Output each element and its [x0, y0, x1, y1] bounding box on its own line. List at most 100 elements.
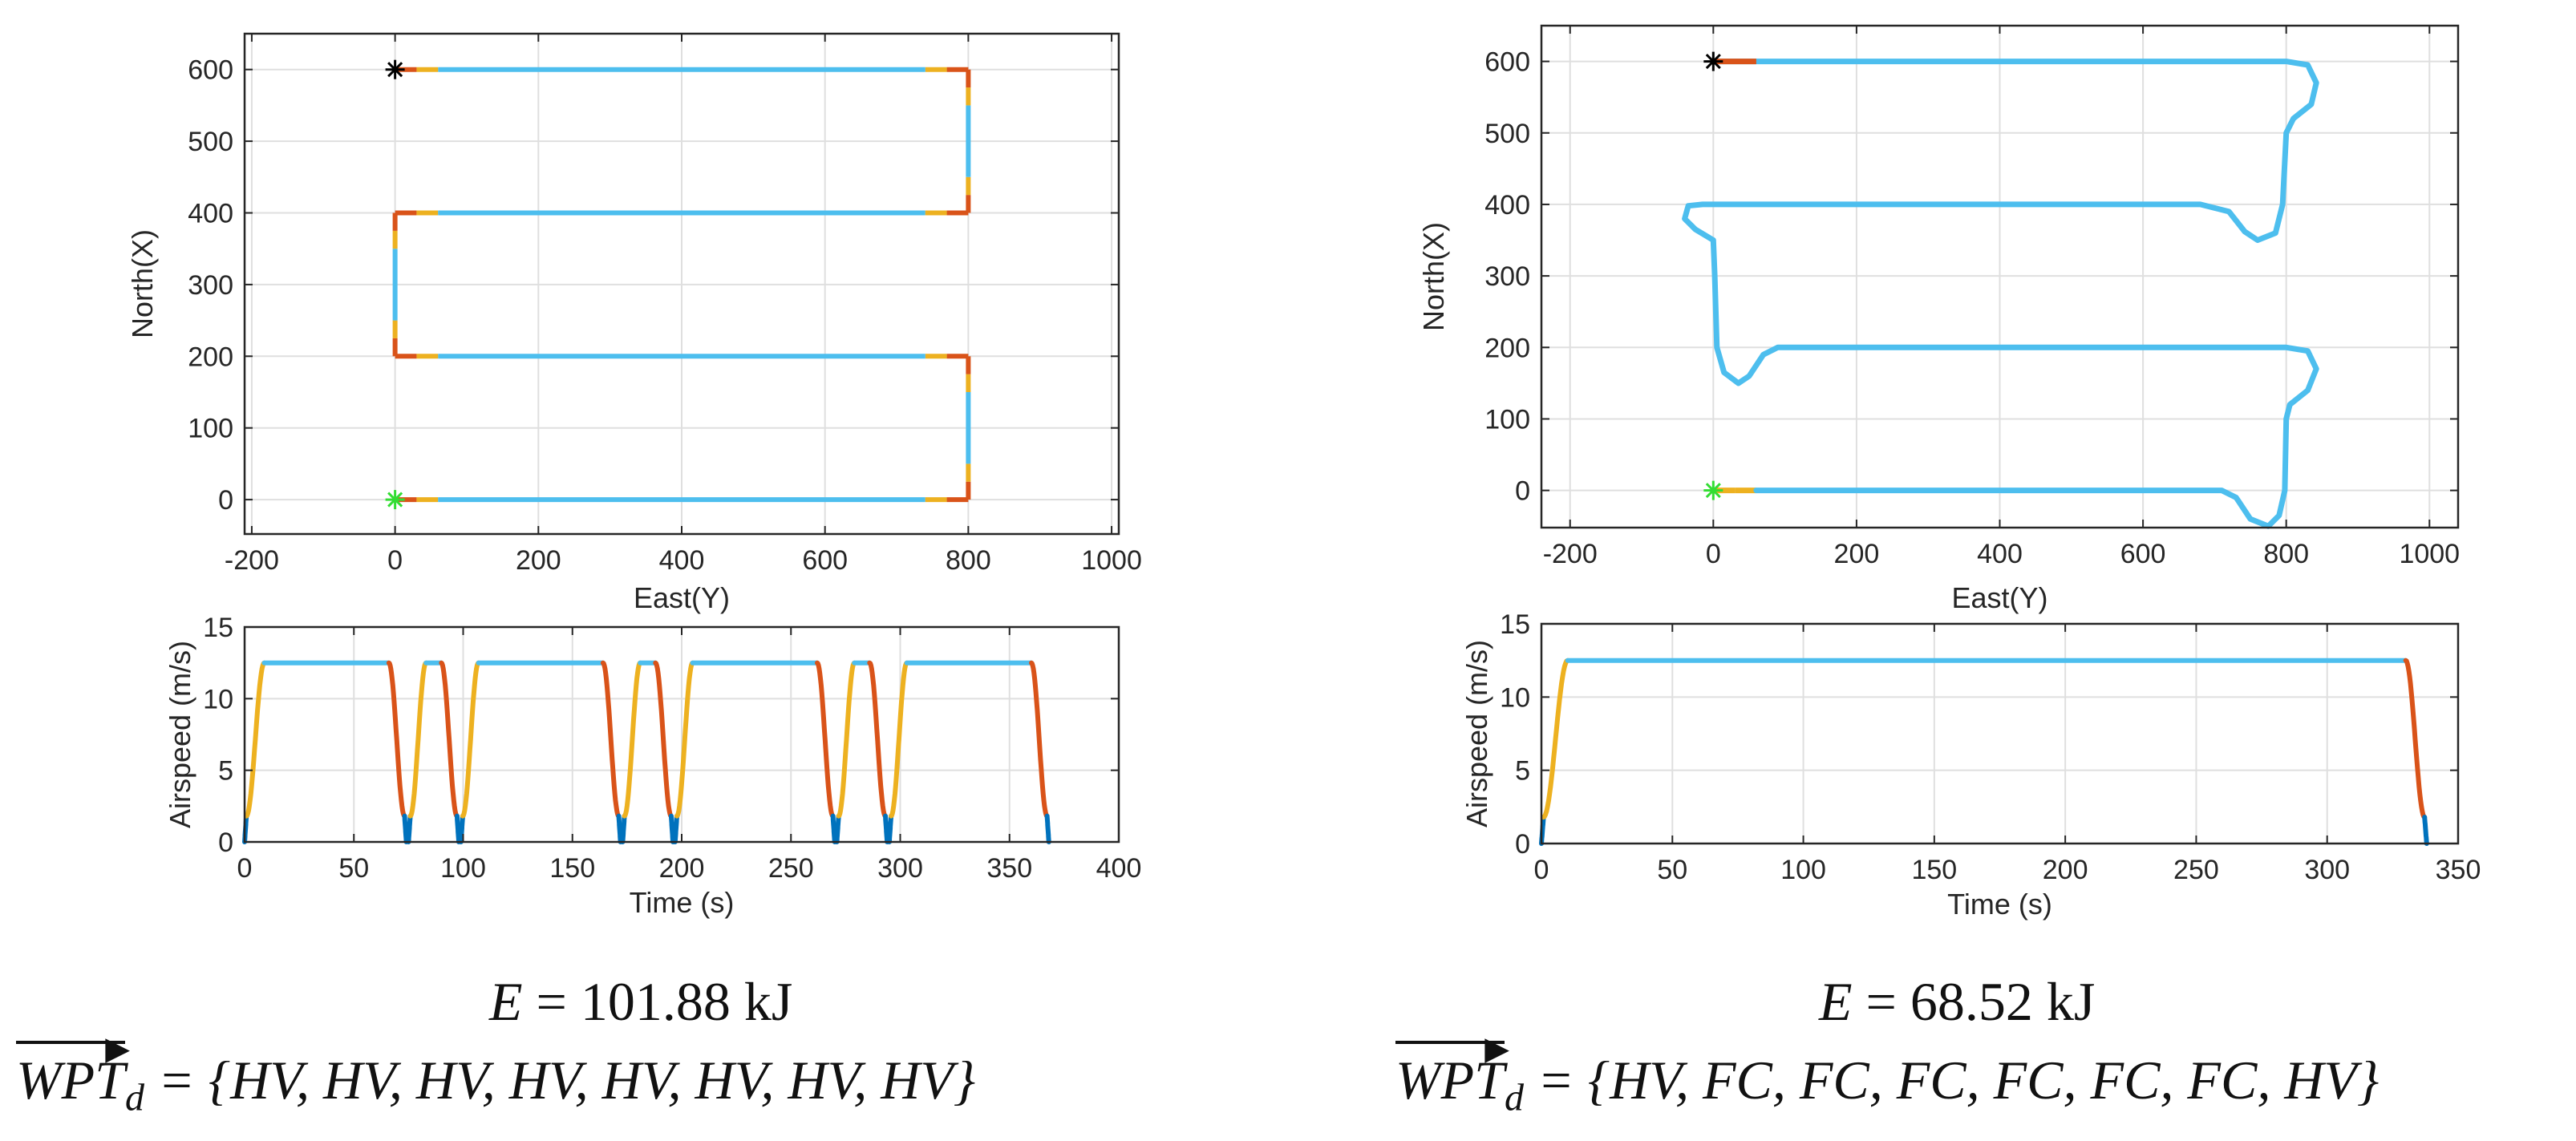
y-tick-label: 100 [1484, 404, 1530, 435]
start-marker [1703, 480, 1723, 500]
airspeed-accel [460, 660, 481, 819]
y-tick-label: 500 [188, 127, 233, 157]
x-tick-label: 150 [1911, 855, 1957, 885]
end-marker-stroke [1705, 54, 1721, 70]
energy-value-right: = 68.52 kJ [1865, 971, 2096, 1032]
y-axis-label: Airspeed (m/s) [164, 641, 196, 828]
x-tick-label: 200 [659, 853, 705, 884]
y-tick-label: 200 [188, 342, 233, 372]
y-axis-label: North(X) [1417, 222, 1450, 331]
x-tick-label: 150 [549, 853, 595, 884]
wpt-caption-left: ▶ WPTd = {HV, HV, HV, HV, HV, HV, HV, HV} [16, 1030, 976, 1120]
x-tick-label: 1000 [2399, 539, 2460, 569]
airspeed-hover [616, 813, 623, 844]
x-tick-label: 0 [387, 545, 403, 576]
x-tick-label: 300 [877, 853, 923, 884]
y-tick-label: 0 [218, 827, 233, 858]
start-marker-stroke [387, 492, 403, 508]
y-tick-label: 300 [188, 270, 233, 301]
wpt-subscript-right: d [1505, 1076, 1524, 1119]
path-line [1682, 59, 2319, 529]
x-tick-label: 600 [2120, 539, 2166, 569]
start-marker-stroke [1705, 483, 1721, 499]
x-tick-label: 200 [516, 545, 561, 576]
wpt-value-right: = {HV, FC, FC, FC, FC, FC, FC, HV} [1537, 1050, 2380, 1111]
x-tick-label: 50 [338, 853, 369, 884]
energy-symbol-right: E [1819, 971, 1853, 1032]
airspeed-hover [454, 813, 461, 844]
x-tick-label: -200 [225, 545, 279, 576]
y-tick-label: 500 [1484, 119, 1530, 149]
axes-frame [1540, 622, 2460, 845]
y-tick-label: 0 [1515, 829, 1530, 860]
y-tick-label: 15 [203, 613, 233, 643]
x-tick-label: 350 [986, 853, 1032, 884]
airspeed-hover [830, 813, 837, 844]
chart-speed-right: 0 50 100 150 200 250 300 350 0 5 10 15 Time (s) Airsp… [1460, 609, 2481, 920]
x-tick-label: 250 [2173, 855, 2219, 885]
y-tick-label: 300 [1484, 261, 1530, 292]
energy-value-left: = 101.88 kJ [536, 971, 793, 1032]
chart-path-right: -200 0 200 400 600 800 1000 0 100 200 300 400 500 600… [1417, 24, 2460, 614]
x-tick-label: -200 [1543, 539, 1598, 569]
x-tick-label: 0 [1534, 855, 1549, 885]
x-axis-label: Time (s) [1947, 888, 2052, 920]
airspeed-decel [386, 660, 407, 819]
airspeed-accel [407, 660, 429, 819]
x-tick-label: 800 [2263, 539, 2309, 569]
airspeed-decel [815, 660, 836, 819]
airspeed-hover [834, 813, 841, 844]
airspeed-hover [1044, 813, 1051, 844]
airspeed-accel [674, 660, 695, 819]
airspeed-accel [622, 660, 643, 819]
airspeed-decel [439, 660, 460, 819]
y-tick-label: 15 [1500, 609, 1530, 640]
wpt-value-left: = {HV, HV, HV, HV, HV, HV, HV, HV} [158, 1050, 976, 1111]
energy-caption-right: E = 68.52 kJ [1819, 970, 2095, 1034]
y-axis-label: North(X) [126, 229, 159, 338]
y-tick-label: 600 [1484, 47, 1530, 78]
x-tick-label: 250 [768, 853, 814, 884]
x-tick-label: 100 [440, 853, 486, 884]
y-tick-label: 0 [1515, 476, 1530, 507]
airspeed-decel [867, 660, 888, 819]
x-axis-label: East(Y) [634, 581, 730, 614]
plot-area [1541, 624, 2458, 844]
x-tick-label: 50 [1657, 855, 1687, 885]
y-axis-label: Airspeed (m/s) [1460, 640, 1493, 827]
y-tick-label: 0 [218, 485, 233, 516]
airspeed-hover [402, 813, 409, 844]
x-tick-label: 1000 [1081, 545, 1142, 576]
airspeed-decel [600, 660, 622, 819]
x-tick-label: 400 [659, 545, 705, 576]
y-tick-label: 100 [188, 414, 233, 444]
x-tick-label: 0 [1706, 539, 1721, 569]
airspeed-hover [883, 813, 890, 844]
airspeed-hover [406, 813, 413, 844]
airspeed-accel [1541, 657, 1570, 820]
wpt-symbol-text-left: WPT [16, 1050, 125, 1111]
airspeed-decel [653, 660, 674, 819]
wpt-symbol-text-right: WPT [1395, 1050, 1505, 1111]
airspeed-hover [458, 813, 465, 844]
y-tick-label: 10 [203, 684, 233, 714]
wpt-subscript-left: d [125, 1076, 144, 1119]
airspeed-hover [886, 813, 894, 844]
x-tick-label: 350 [2436, 855, 2481, 885]
airspeed-hover [2422, 815, 2429, 846]
x-tick-label: 200 [2043, 855, 2088, 885]
y-tick-label: 200 [1484, 333, 1530, 363]
airspeed-hover [620, 813, 627, 844]
y-tick-label: 400 [1484, 190, 1530, 221]
y-tick-label: 600 [188, 55, 233, 86]
wpt-symbol-right: ▶ WPT [1395, 1030, 1509, 1111]
x-tick-label: 400 [1096, 853, 1142, 884]
chart-path-left: -200 0 200 400 600 800 1000 0 100 200 300 400 500 600… [126, 32, 1142, 614]
end-marker [1703, 51, 1723, 71]
x-axis-label: Time (s) [630, 886, 735, 919]
airspeed-accel [244, 660, 267, 819]
x-tick-label: 100 [1780, 855, 1826, 885]
end-marker [385, 59, 405, 79]
chart-speed-left: 0 50 100 150 200 250 300 350 400 0 5 10 15 Time (s) Ai… [164, 613, 1141, 919]
